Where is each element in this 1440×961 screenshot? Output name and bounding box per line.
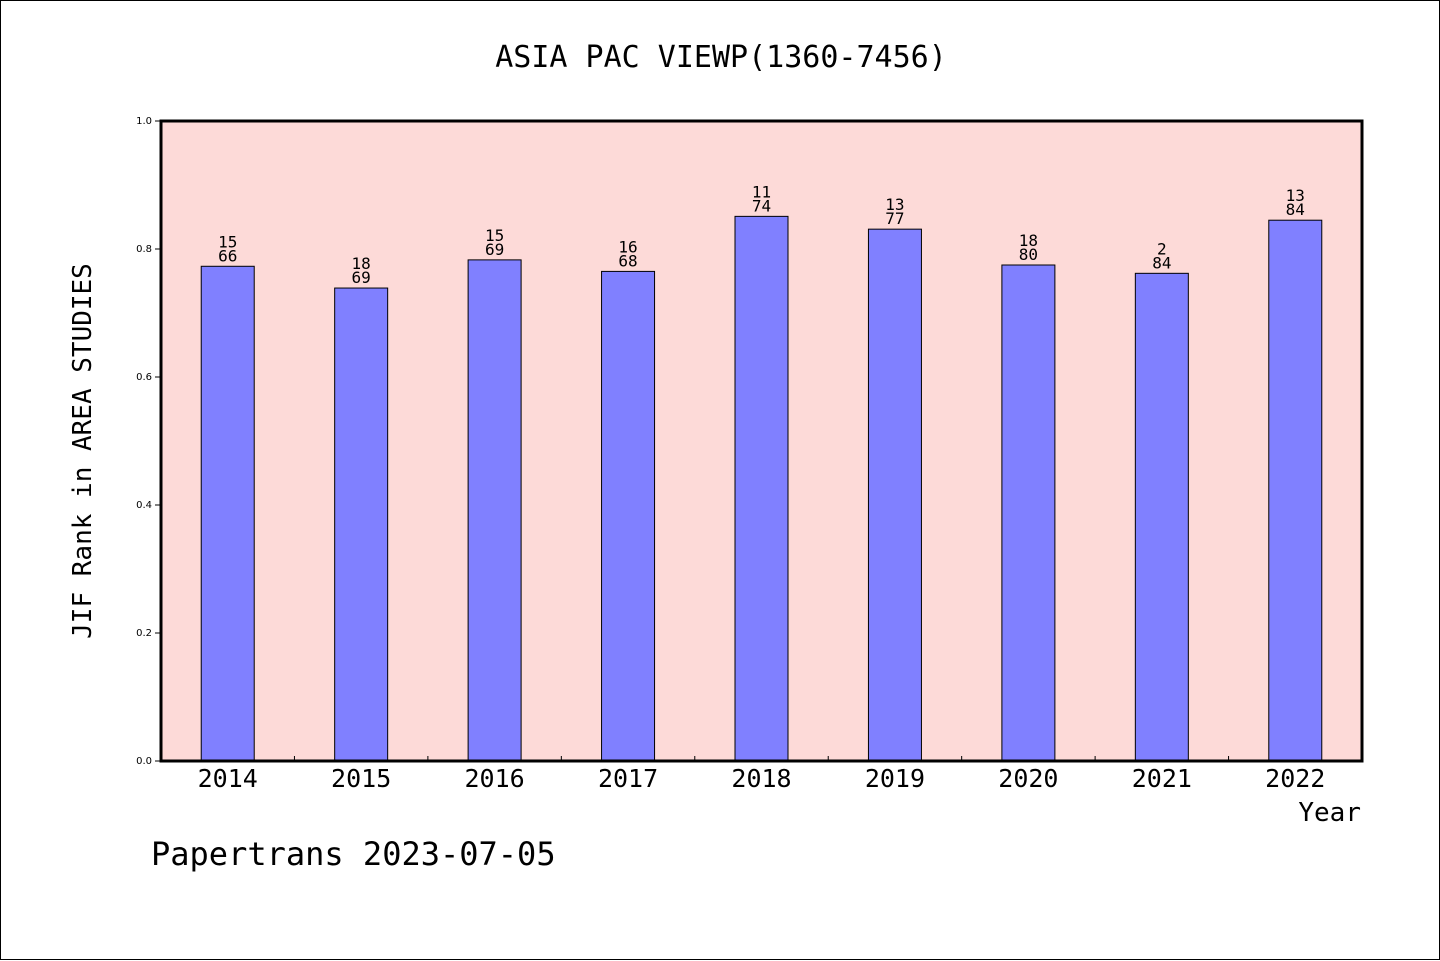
- x-tick-label: 2022: [1265, 764, 1325, 793]
- bar-label-bottom: 66: [218, 246, 237, 265]
- footer-text: Papertrans 2023-07-05: [151, 835, 556, 873]
- bar-label-top: 16: [618, 237, 637, 256]
- y-tick-label: 0.0: [136, 756, 152, 767]
- y-tick-label: 0.2: [136, 628, 152, 639]
- bar: [1268, 219, 1323, 762]
- x-tick-label: 2018: [731, 764, 791, 793]
- bar: [1001, 264, 1056, 762]
- bar-label-top: 13: [885, 195, 904, 214]
- bar-label-top: 15: [485, 226, 504, 245]
- bar-label-top: 18: [1019, 231, 1038, 250]
- bar-label-bottom: 80: [1019, 245, 1038, 264]
- bar-label-top: 13: [1286, 186, 1305, 205]
- bar-label-bottom: 69: [352, 268, 371, 287]
- y-tick-label: 0.6: [136, 372, 152, 383]
- x-tick-label: 2016: [465, 764, 525, 793]
- x-tick-label: 2019: [865, 764, 925, 793]
- bar: [1134, 272, 1189, 762]
- x-tick-label: 2021: [1132, 764, 1192, 793]
- bar-label-bottom: 68: [618, 251, 637, 270]
- chart-title: ASIA PAC VIEWP(1360-7456): [495, 40, 947, 75]
- x-tick-label: 2017: [598, 764, 658, 793]
- bar-label-top: 18: [352, 254, 371, 273]
- bar-label-bottom: 84: [1286, 200, 1305, 219]
- plot-frame: [159, 119, 1364, 763]
- bar-label-bottom: 69: [485, 240, 504, 259]
- bar: [734, 215, 789, 762]
- bar: [601, 270, 656, 762]
- bar: [467, 259, 522, 762]
- bar-label-bottom: 74: [752, 196, 771, 215]
- y-tick-label: 1.0: [136, 116, 152, 127]
- bar-label-top: 15: [218, 232, 237, 251]
- y-tick-label: 0.4: [136, 500, 152, 511]
- y-axis-label: JIF Rank in AREA STUDIES: [68, 263, 98, 639]
- bar: [200, 265, 255, 762]
- bar: [867, 228, 922, 762]
- bar-label-top: 2: [1157, 239, 1167, 258]
- bar-label-bottom: 84: [1152, 253, 1171, 272]
- bar-label-bottom: 77: [885, 209, 904, 228]
- bar: [334, 287, 389, 762]
- x-tick-label: 2020: [998, 764, 1058, 793]
- x-axis-label: Year: [1298, 798, 1361, 828]
- x-tick-label: 2014: [198, 764, 258, 793]
- bar-label-top: 11: [752, 182, 771, 201]
- x-tick-label: 2015: [331, 764, 391, 793]
- y-tick-label: 0.8: [136, 244, 152, 255]
